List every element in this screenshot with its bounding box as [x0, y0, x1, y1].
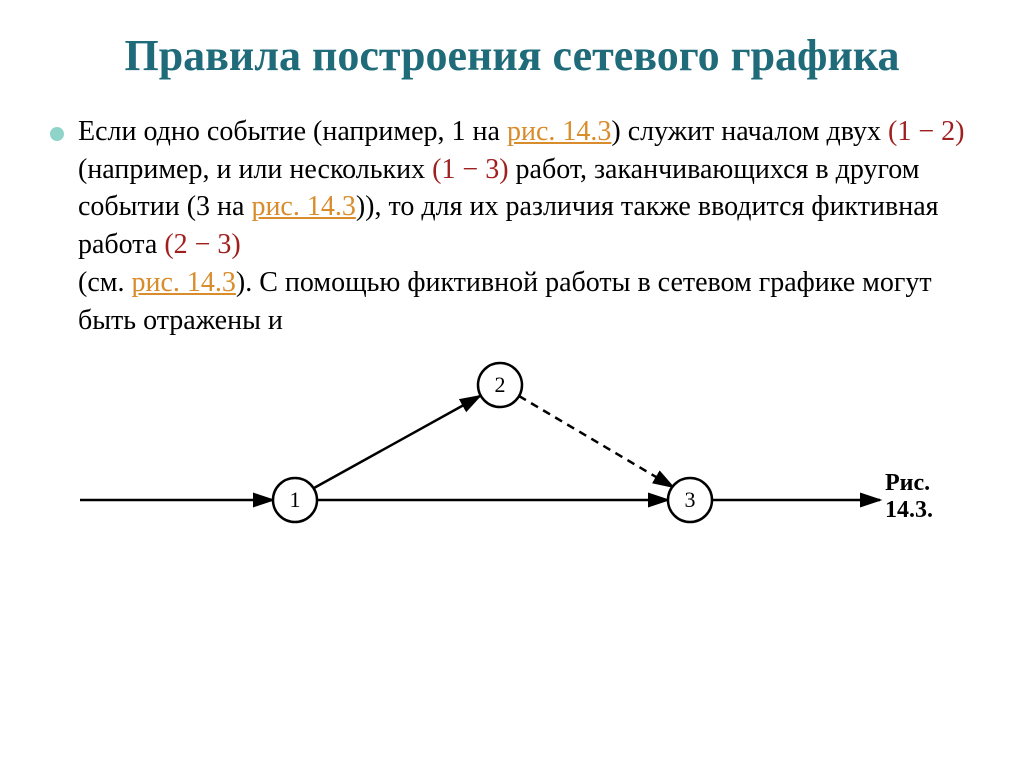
- diagram-edge: [314, 396, 480, 488]
- content-area: Если одно событие (например, 1 на рис. 1…: [50, 113, 974, 550]
- text-run: (см.: [78, 267, 131, 298]
- figure-caption: Рис. 14.3.: [885, 470, 950, 524]
- text-run: (например, и или нескольких: [78, 154, 432, 185]
- text-run: Если одно событие (например, 1 на: [78, 116, 507, 147]
- formula: (1 − 3): [432, 154, 508, 185]
- diagram-edge: [519, 396, 673, 487]
- diagram-node-label: 3: [685, 487, 696, 512]
- slide-title: Правила построения сетевого графика: [50, 30, 974, 83]
- figure-link[interactable]: рис. 14.3: [507, 116, 611, 147]
- formula: (2 − 3): [164, 229, 240, 260]
- text-run: ) служит началом двух: [611, 116, 888, 147]
- bullet-item: Если одно событие (например, 1 на рис. 1…: [50, 113, 974, 340]
- network-diagram: 1 2 3 Рис. 14.3.: [50, 350, 950, 550]
- diagram-svg: 1 2 3: [50, 350, 950, 550]
- diagram-node-label: 1: [290, 487, 301, 512]
- body-paragraph: Если одно событие (например, 1 на рис. 1…: [78, 113, 974, 340]
- figure-link[interactable]: рис. 14.3: [251, 191, 355, 222]
- formula: (1 − 2): [888, 116, 964, 147]
- diagram-node-label: 2: [495, 372, 506, 397]
- figure-link[interactable]: рис. 14.3: [131, 267, 235, 298]
- bullet-marker: [50, 127, 64, 141]
